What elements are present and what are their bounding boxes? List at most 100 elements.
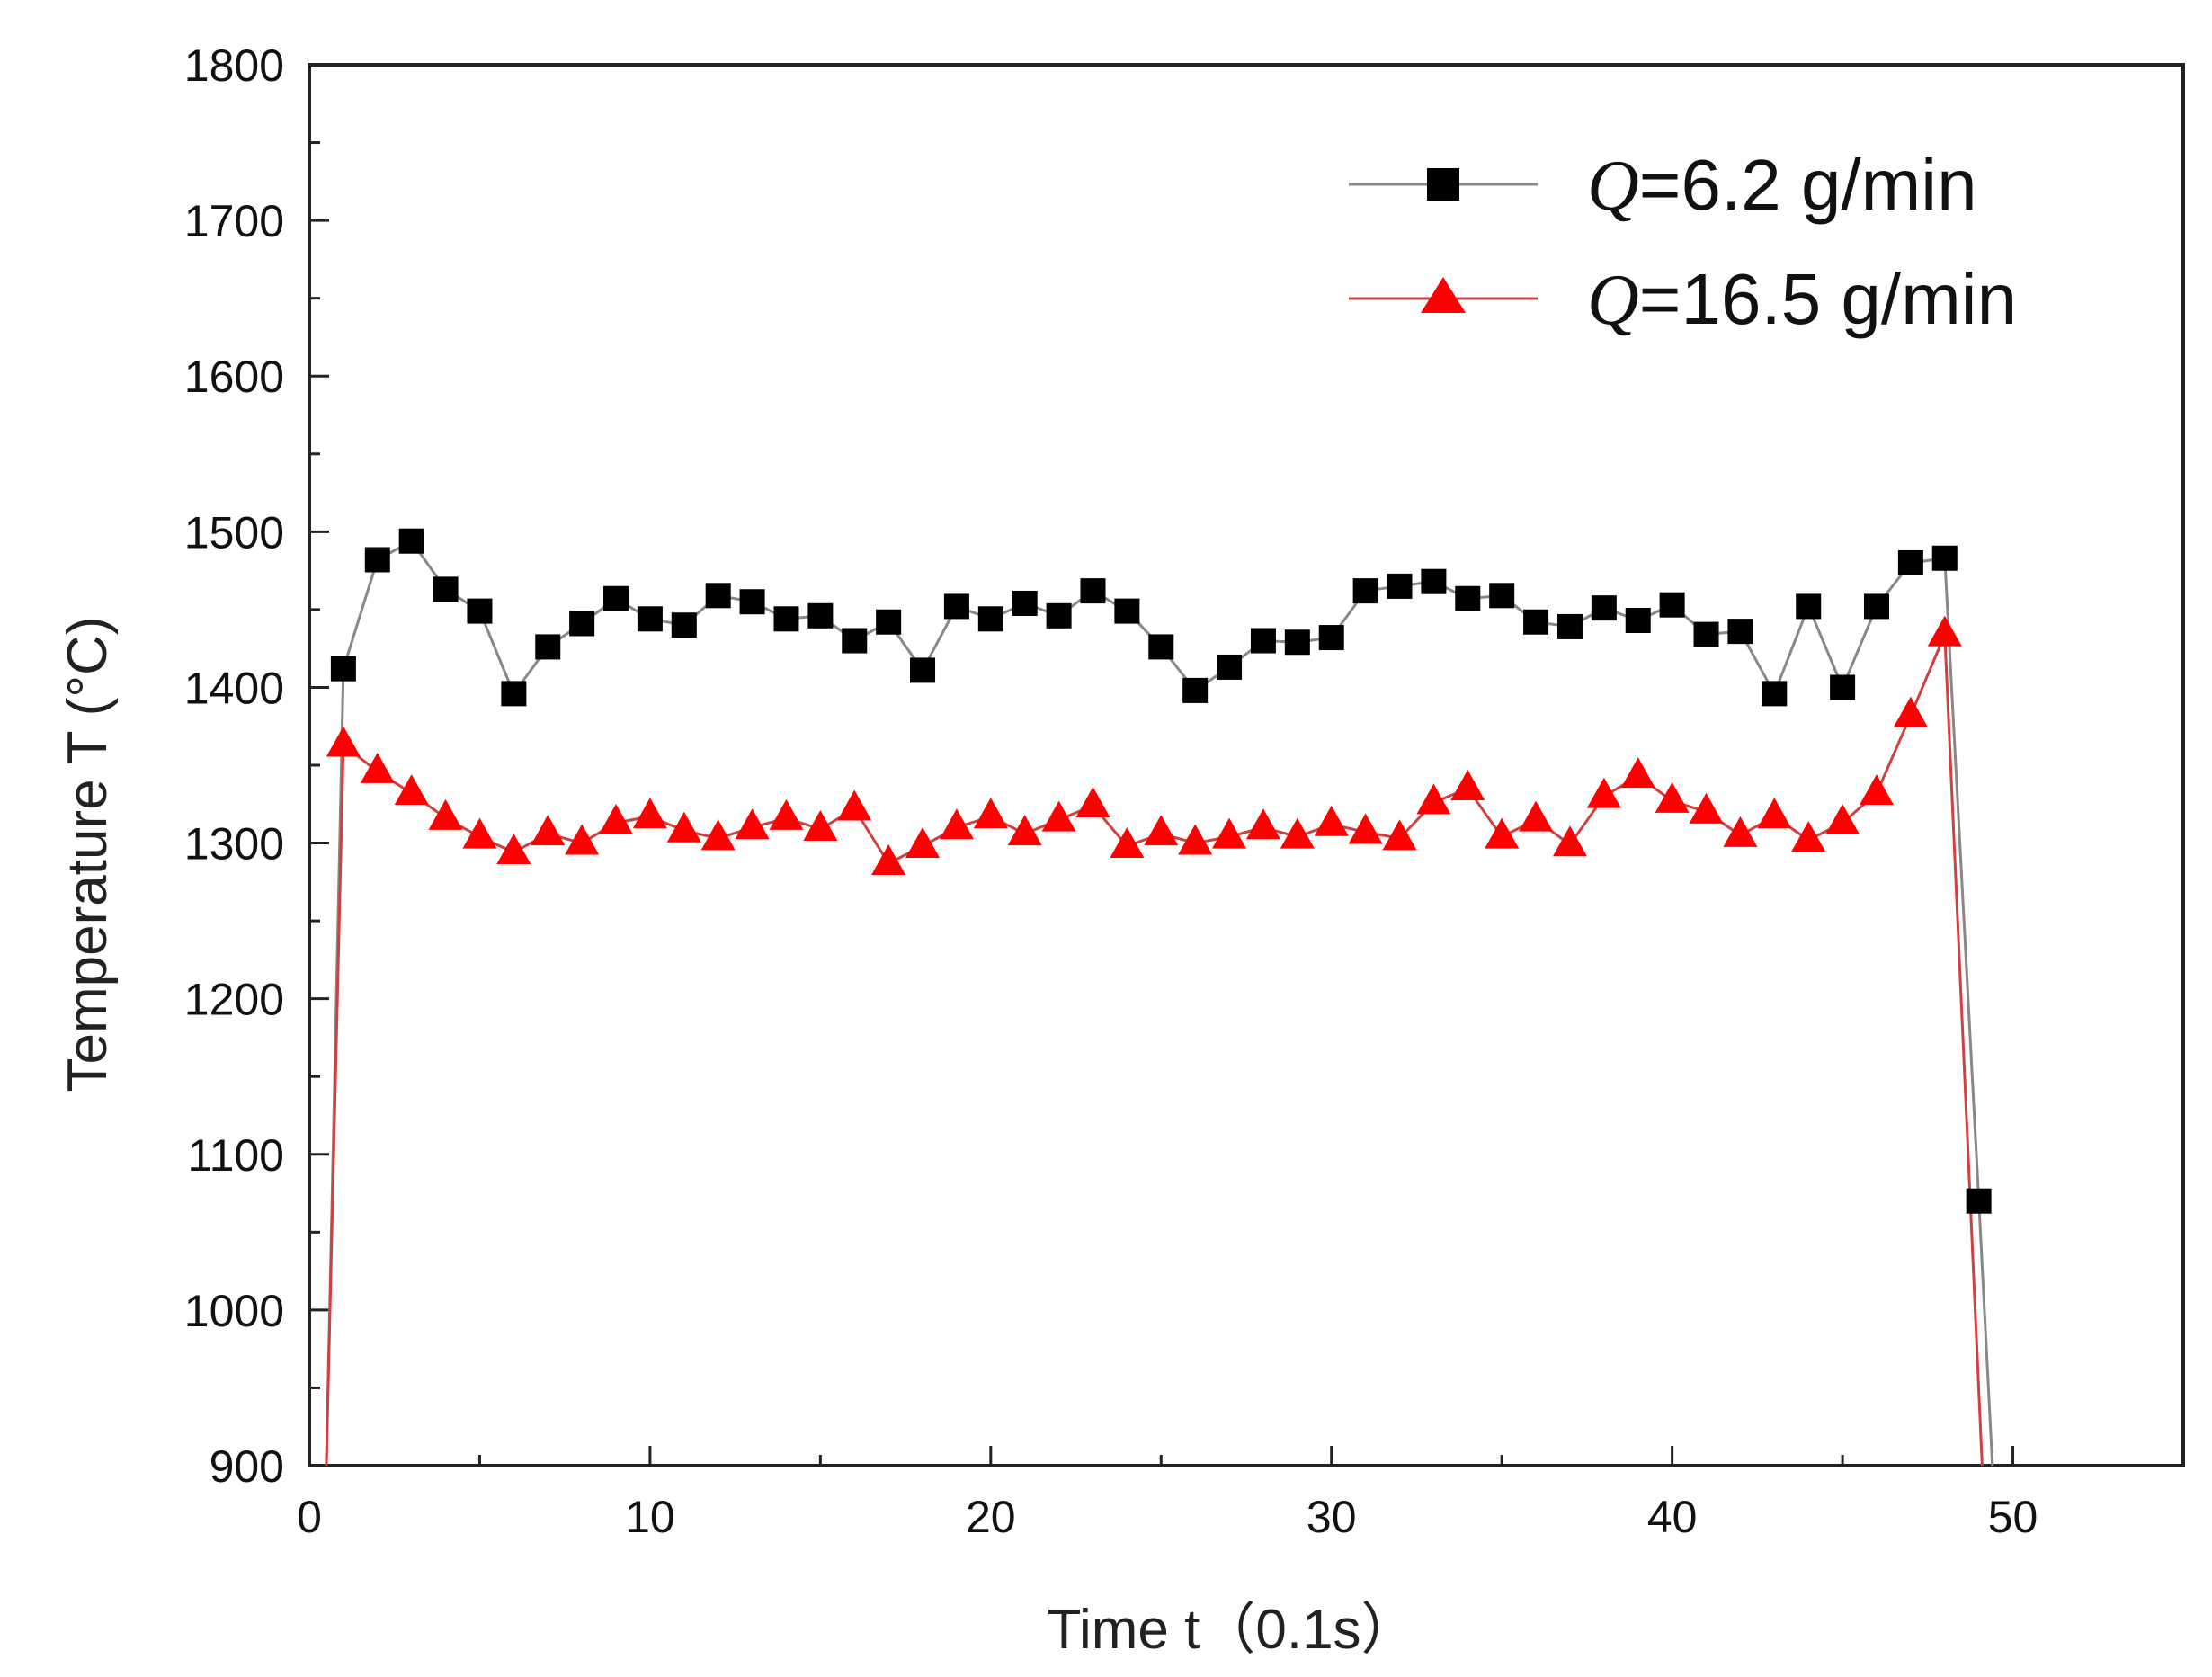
data-point-series-1	[943, 593, 969, 620]
data-point-series-1	[330, 656, 356, 682]
data-point-series-1	[603, 585, 629, 611]
data-point-series-1	[1489, 583, 1515, 609]
legend-label-series-1: Q=6.2 g/min	[1587, 145, 1977, 226]
data-point-series-2	[1007, 815, 1042, 846]
y-tick-label: 1300	[184, 819, 284, 870]
data-point-series-1	[1421, 568, 1447, 594]
data-point-series-2	[769, 798, 804, 830]
legend-marker-series-1	[1427, 168, 1459, 201]
data-point-series-2	[1314, 805, 1349, 836]
series-line-1	[325, 539, 1994, 1466]
x-axis-title: Time t（0.1s）	[1047, 1599, 1416, 1661]
data-point-series-2	[1723, 816, 1758, 847]
data-point-series-1	[501, 681, 527, 707]
data-point-series-1	[1318, 625, 1344, 651]
data-point-series-2	[1348, 813, 1383, 844]
data-point-series-2	[1825, 804, 1860, 835]
data-point-series-1	[1182, 677, 1209, 703]
y-tick-label: 1200	[184, 975, 284, 1025]
data-point-series-2	[1245, 808, 1280, 840]
y-tick-label: 1400	[184, 663, 284, 713]
series-line-2	[325, 634, 1984, 1466]
data-point-series-1	[1830, 674, 1856, 700]
data-point-series-2	[1757, 798, 1792, 829]
x-tick-label: 20	[966, 1492, 1016, 1542]
data-point-series-2	[871, 844, 906, 876]
legend-label-series-2: Q=16.5 g/min	[1587, 259, 2017, 340]
data-point-series-2	[939, 808, 974, 840]
x-tick-label: 30	[1307, 1492, 1357, 1542]
data-point-series-2	[326, 726, 361, 757]
data-point-series-2	[599, 804, 634, 835]
data-point-series-1	[910, 657, 936, 683]
data-point-series-1	[1352, 578, 1378, 604]
data-point-series-2	[632, 798, 667, 829]
data-point-series-1	[569, 611, 595, 637]
data-point-series-1	[807, 602, 834, 629]
data-point-series-1	[1796, 593, 1822, 620]
data-point-series-1	[535, 634, 561, 660]
legend-symbol-series-2: Q	[1587, 261, 1639, 340]
y-tick-label: 1800	[184, 40, 284, 91]
data-point-series-1	[1693, 621, 1719, 647]
data-point-series-2	[1655, 781, 1690, 813]
axis-tick-labels: 0 10 20 30 40 50 900 1000 1100 1200 1300 1400 1500 16…	[184, 40, 2038, 1542]
x-tick-label: 10	[625, 1492, 675, 1542]
data-point-series-2	[1620, 757, 1655, 789]
data-point-series-2	[1927, 615, 1962, 647]
data-point-series-2	[666, 811, 701, 843]
x-tick-label: 50	[1988, 1492, 2038, 1542]
legend: Q=6.2 g/min Q=16.5 g/min	[1349, 145, 2017, 340]
data-point-series-1	[1080, 578, 1106, 604]
data-point-series-1	[1625, 608, 1651, 634]
data-point-series-2	[905, 827, 941, 859]
y-tick-label: 1500	[184, 507, 284, 558]
data-point-series-1	[1966, 1188, 1992, 1214]
data-point-series-1	[433, 576, 459, 602]
data-point-series-2	[496, 833, 531, 864]
data-point-series-2	[837, 789, 872, 821]
data-point-series-2	[1041, 800, 1076, 832]
data-point-series-2	[360, 752, 395, 783]
data-point-series-2	[1586, 777, 1621, 808]
data-point-series-1	[1148, 634, 1174, 660]
data-point-series-2	[1280, 817, 1315, 849]
data-point-series-1	[1250, 628, 1276, 654]
data-point-series-2	[565, 824, 600, 855]
data-point-series-2	[700, 819, 736, 851]
legend-text-series-1: =6.2 g/min	[1639, 145, 1977, 225]
data-point-series-1	[364, 547, 390, 573]
data-point-series-2	[1519, 800, 1554, 832]
data-point-series-2	[1485, 817, 1520, 849]
data-point-series-1	[1863, 593, 1889, 620]
data-point-series-2	[1110, 827, 1145, 859]
data-point-series-2	[1075, 787, 1110, 818]
data-point-series-1	[1897, 549, 1923, 575]
data-point-series-1	[1046, 602, 1072, 629]
data-point-series-1	[1284, 629, 1310, 656]
data-point-series-2	[1382, 819, 1417, 851]
data-point-series-1	[1455, 585, 1481, 611]
data-point-series-1	[1217, 654, 1243, 680]
axis-ticks	[308, 63, 2015, 1467]
data-point-series-1	[671, 612, 697, 638]
data-point-series-1	[1523, 609, 1549, 635]
data-point-series-1	[1556, 613, 1583, 639]
data-point-series-2	[462, 817, 497, 849]
data-point-series-1	[773, 606, 799, 632]
data-point-series-1	[1012, 590, 1038, 616]
y-axis-title: Temperature T (°C)	[57, 617, 119, 1093]
data-point-series-1	[977, 606, 1003, 632]
y-tick-label: 1000	[184, 1286, 284, 1336]
legend-text-series-2: =16.5 g/min	[1639, 259, 2017, 339]
data-point-series-2	[1689, 792, 1724, 824]
series-markers	[326, 528, 1992, 1214]
data-point-series-2	[1893, 696, 1928, 727]
data-point-series-1	[467, 598, 493, 624]
y-tick-label: 900	[210, 1441, 284, 1492]
data-point-series-1	[398, 528, 424, 554]
series-lines	[325, 539, 1994, 1466]
data-point-series-1	[1762, 681, 1788, 707]
y-tick-label: 1100	[187, 1130, 284, 1181]
